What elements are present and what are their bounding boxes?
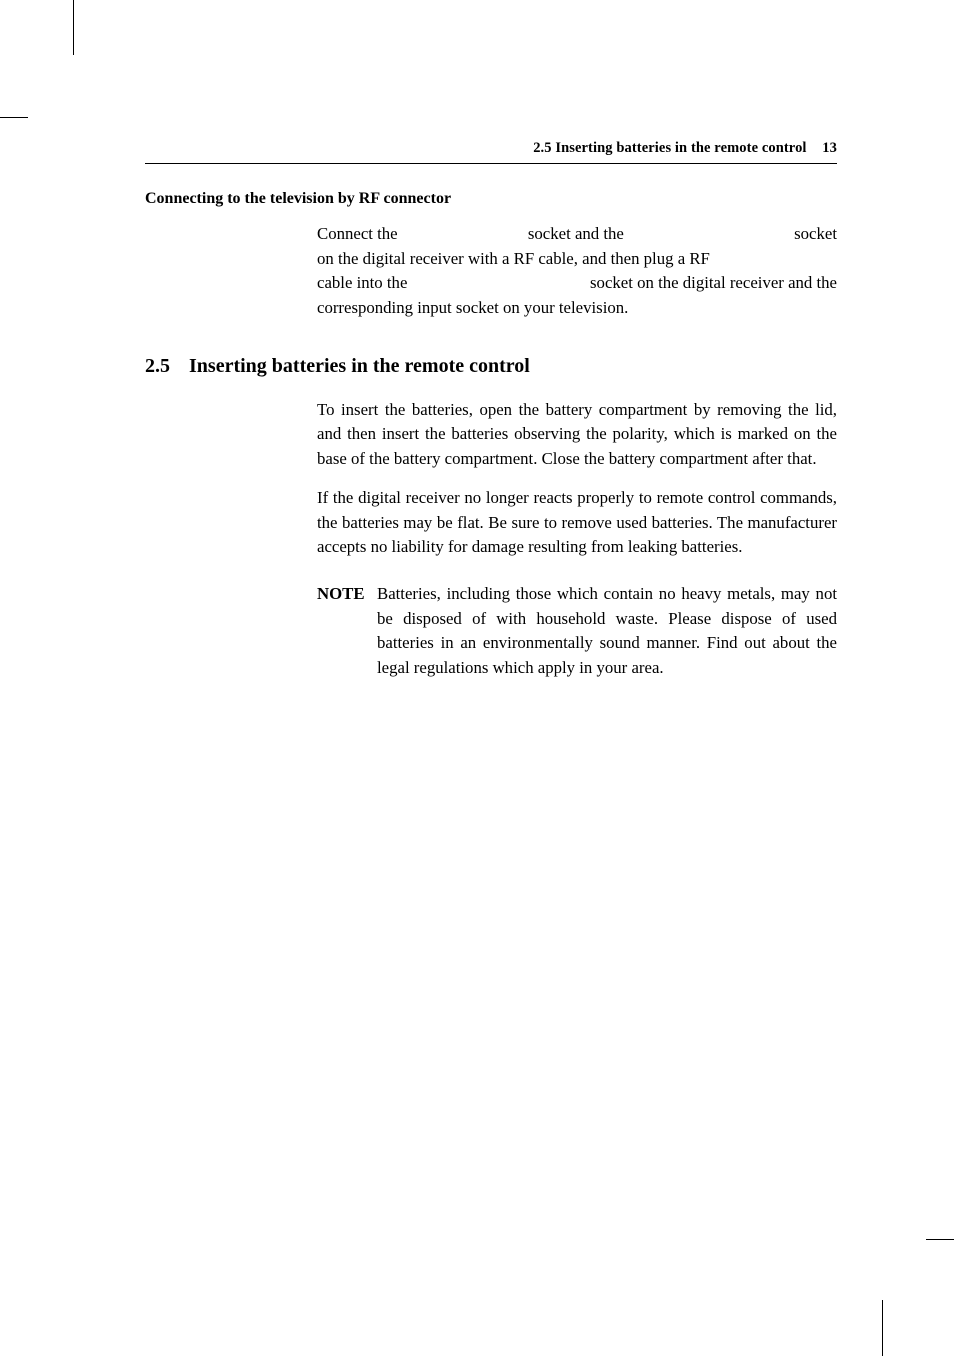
rf-paragraph: Connect the socket and the socket on the… [317, 222, 837, 321]
crop-mark [0, 117, 28, 118]
running-header: 2.5 Inserting batteries in the remote co… [145, 140, 837, 164]
body-text: corresponding input socket on your telev… [317, 296, 837, 321]
section-title: Inserting batteries in the remote contro… [189, 355, 530, 378]
crop-mark [926, 1239, 954, 1240]
note-block: NOTE Batteries, including those which co… [317, 582, 837, 681]
note-text: Batteries, including those which contain… [377, 582, 837, 681]
paragraph: To insert the batteries, open the batter… [317, 398, 837, 472]
body-text: socket [754, 222, 837, 247]
crop-mark [882, 1300, 883, 1356]
section-number: 2.5 [145, 355, 189, 378]
paragraph: If the digital receiver no longer reacts… [317, 486, 837, 560]
body-text: Connect the [317, 222, 398, 247]
crop-mark [73, 0, 74, 55]
body-column: To insert the batteries, open the batter… [317, 398, 837, 681]
body-text: on the digital receiver with a RF cable,… [317, 247, 837, 272]
subsection-heading: Connecting to the television by RF conne… [145, 190, 837, 208]
section-heading: 2.5 Inserting batteries in the remote co… [145, 355, 837, 378]
body-text: cable into the [317, 271, 407, 296]
note-label: NOTE [317, 582, 377, 681]
body-text: socket and the [528, 222, 624, 247]
body-text: socket on the digital receiver and the [590, 271, 837, 296]
page-number: 13 [810, 140, 837, 156]
running-header-text: 2.5 Inserting batteries in the remote co… [533, 140, 806, 156]
page-content: 2.5 Inserting batteries in the remote co… [145, 140, 837, 681]
